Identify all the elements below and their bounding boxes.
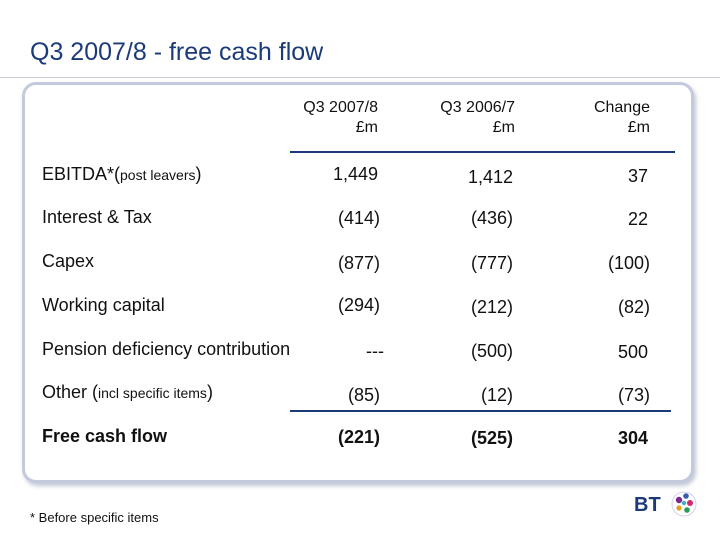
bt-logo-text: BT <box>634 494 661 516</box>
row-label-capex: Capex <box>42 251 95 271</box>
total-rule <box>290 410 671 412</box>
cell-fcf-change: 304 <box>617 428 648 448</box>
bt-piper-logo-icon: BT <box>634 491 697 517</box>
cell-pension-change: 500 <box>617 342 648 362</box>
cell-ebitda-q3-2006-7: 1,412 <box>467 167 513 187</box>
piper-globe <box>671 491 697 517</box>
cell-capex-q3-2007-8: (877) <box>337 253 380 273</box>
row-label-ebitda: EBITDA*(post leavers) <box>42 164 202 184</box>
cell-interest-q3-2007-8: (414) <box>337 208 380 228</box>
cell-fcf-q3-2007-8: (221) <box>337 427 380 447</box>
cell-ebitda-change: 37 <box>627 166 648 186</box>
cell-other-q3-2007-8: (85) <box>347 385 380 405</box>
cell-interest-change: 22 <box>627 209 648 229</box>
cell-interest-q3-2006-7: (436) <box>470 208 513 228</box>
cell-fcf-q3-2006-7: (525) <box>470 428 513 448</box>
cell-pension-q3-2007-8: --- <box>366 341 384 361</box>
cell-working-q3-2007-8: (294) <box>337 295 380 315</box>
page-title: Q3 2007/8 - free cash flow <box>30 38 324 66</box>
row-label-other: Other (incl specific items) <box>42 382 213 402</box>
cell-capex-change: (100) <box>607 253 650 273</box>
column-header-q3-2007-8: Q3 2007/8 £m <box>303 99 378 136</box>
cell-working-change: (82) <box>617 297 650 317</box>
row-label-interest-tax: Interest & Tax <box>42 207 152 227</box>
row-label-pension: Pension deficiency contribution <box>42 339 291 359</box>
cell-capex-q3-2006-7: (777) <box>470 253 513 273</box>
footnote: * Before specific items <box>30 510 159 525</box>
cell-pension-q3-2006-7: (500) <box>470 341 513 361</box>
title-divider <box>0 77 720 78</box>
header-rule <box>290 151 675 153</box>
column-header-change: Change £m <box>593 99 650 136</box>
column-header-q3-2006-7: Q3 2006/7 £m <box>440 99 515 136</box>
cell-working-q3-2006-7: (212) <box>470 297 513 317</box>
row-label-working-capital: Working capital <box>42 295 165 315</box>
cell-ebitda-q3-2007-8: 1,449 <box>332 164 378 184</box>
cell-other-change: (73) <box>617 385 650 405</box>
cell-other-q3-2006-7: (12) <box>480 385 513 405</box>
row-label-free-cash-flow: Free cash flow <box>42 426 168 446</box>
cash-flow-panel <box>22 82 694 483</box>
